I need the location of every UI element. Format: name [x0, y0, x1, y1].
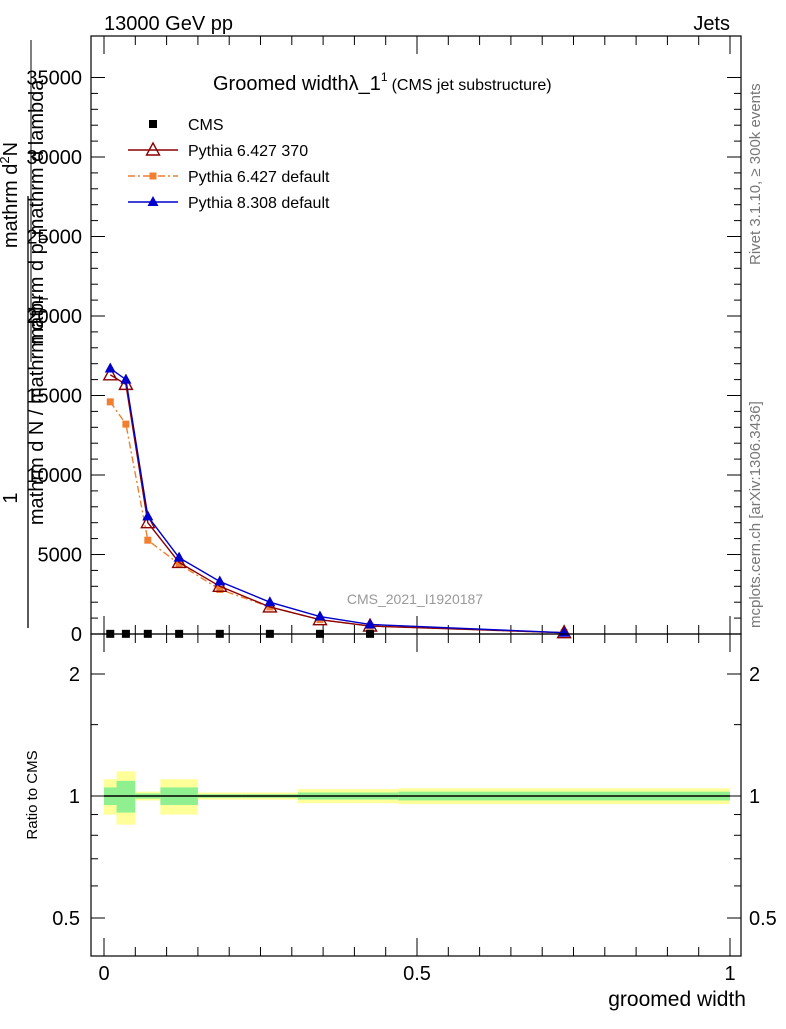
plot-title-symbol: λ_1: [349, 73, 381, 95]
data-point-pythia8_default: [214, 575, 226, 586]
legend-marker: [149, 172, 157, 180]
data-point-pythia6_default: [216, 585, 224, 593]
legend-entry-cms: CMS: [149, 117, 224, 134]
header-jets-label: Jets: [693, 13, 730, 35]
data-point-pythia8_default: [120, 373, 132, 384]
series-line-pythia6_default: [109, 401, 565, 634]
y-label-inner-top: mathrm d2N: [0, 142, 22, 248]
x-tick-label: 0: [98, 963, 109, 985]
ratio-y-tick-label-right: 1: [749, 786, 760, 808]
legend-label: Pythia 6.427 default: [188, 169, 330, 186]
series-pythia6_default: [106, 398, 568, 637]
data-point-pythia6_370: [102, 366, 118, 381]
series-pythia6_370: [102, 366, 572, 639]
legend-label: Pythia 6.427 370: [188, 143, 308, 160]
data-point-pythia8_default: [314, 610, 326, 621]
y-label-numerator: 1: [0, 492, 22, 503]
main-series-group: [102, 362, 572, 639]
mcplots-label: mcplots.cern.ch [arXiv:1306.3436]: [747, 401, 764, 628]
x-tick-label: 1: [724, 963, 735, 985]
data-point-pythia8_default: [142, 510, 154, 521]
data-point-pythia8_default: [264, 596, 276, 607]
legend-entry-pythia8_default: Pythia 8.308 default: [128, 195, 330, 212]
ratio-y-tick-label-right: 0.5: [749, 908, 777, 930]
legend-entry-pythia6_370: Pythia 6.427 370: [128, 141, 308, 160]
series-pythia8_default: [104, 362, 570, 637]
main-x-axis-ticks: [103, 36, 731, 634]
plot-title-main: Groomed width: [213, 73, 349, 95]
ratio-y-tick-label-right: 2: [749, 664, 760, 686]
analysis-id-label: CMS_2021_I1920187: [347, 591, 483, 607]
legend-marker: [145, 141, 161, 156]
data-point-pythia6_370: [556, 624, 572, 639]
main-y-axis: 0 5000 10000 15000 20000 25000 30000 35000: [26, 68, 741, 646]
ratio-y-tick-label: 2: [69, 664, 80, 686]
series-line-pythia8_default: [109, 367, 565, 634]
data-point-pythia6_default: [106, 398, 114, 406]
ratio-y-label: Ratio to CMS: [24, 750, 41, 839]
legend-entry-pythia6_default: Pythia 6.427 default: [128, 169, 330, 186]
data-point-pythia8_default: [364, 618, 376, 629]
data-point-pythia8_default: [104, 362, 116, 373]
data-point-pythia8_default: [173, 551, 185, 562]
main-y-tick-label: 30000: [26, 147, 82, 169]
main-y-tick-label: 20000: [26, 306, 82, 328]
main-y-tick-label: 25000: [26, 227, 82, 249]
main-y-tick-label: 0: [71, 624, 82, 646]
legend: CMS Pythia 6.427 370 Pythia 6.427 default P…: [128, 117, 330, 212]
data-point-pythia6_default: [144, 536, 152, 544]
x-tick-label: 0.5: [403, 963, 431, 985]
header-energy-label: 13000 GeV pp: [104, 13, 233, 35]
ratio-bands: [104, 771, 730, 825]
main-y-tick-label: 35000: [26, 68, 82, 90]
plot-title-suffix: (CMS jet substructure): [392, 77, 552, 94]
legend-marker: [149, 120, 157, 128]
ratio-x-axis: 0 0.5 1: [98, 634, 736, 985]
legend-label: Pythia 8.308 default: [188, 195, 330, 212]
data-point-pythia6_default: [122, 420, 130, 428]
ratio-y-tick-label: 1: [69, 786, 80, 808]
ratio-y-axis: 0.5 0.5 1 1 2 2: [52, 664, 777, 930]
data-point-pythia6_default: [175, 560, 183, 568]
ratio-plot-frame: [90, 633, 742, 957]
x-axis-label: groomed width: [608, 988, 746, 1011]
main-y-tick-label: 10000: [26, 465, 82, 487]
plot-title-sup: 1: [381, 70, 388, 84]
main-y-tick-label: 5000: [38, 545, 83, 567]
legend-marker: [147, 196, 159, 206]
y-label-inner-bottom: mathrm d pTmathrm d lambda: [26, 79, 51, 345]
ratio-y-tick-label: 0.5: [52, 908, 80, 930]
series-line-pythia6_370: [109, 374, 565, 634]
main-y-label: 1 mathrm d N / mathrm d pT mathrm d2N ma…: [0, 40, 51, 628]
main-y-tick-label: 15000: [26, 386, 82, 408]
plot-title: Groomed widthλ_11 (CMS jet substructure): [213, 70, 552, 95]
rivet-version-label: Rivet 3.1.10, ≥ 300k events: [747, 83, 764, 265]
legend-label: CMS: [188, 117, 224, 134]
